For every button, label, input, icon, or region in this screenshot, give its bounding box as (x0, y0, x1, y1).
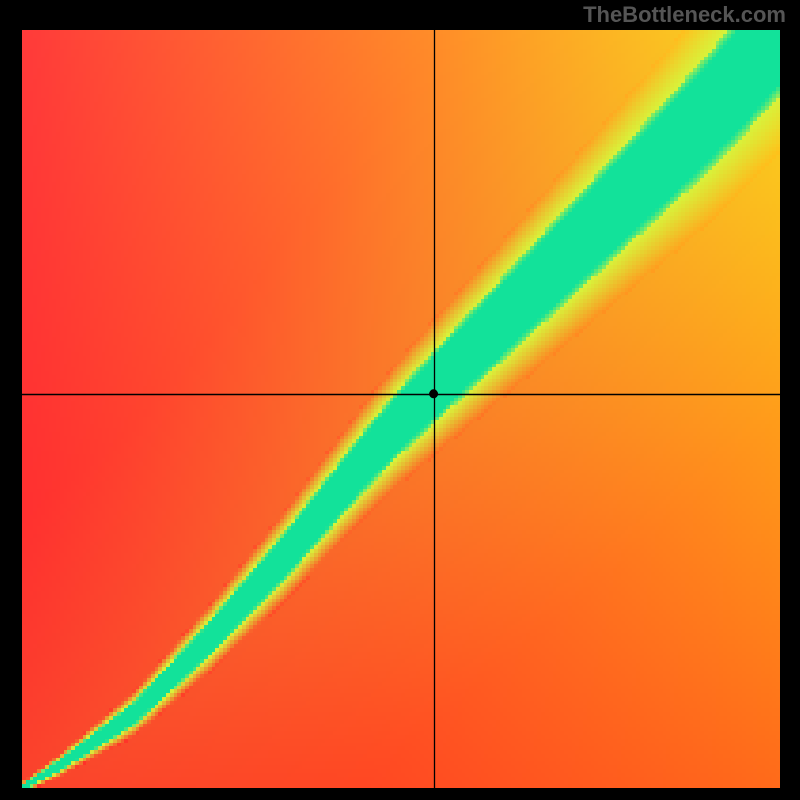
bottleneck-heatmap (22, 30, 780, 788)
watermark-text: TheBottleneck.com (583, 2, 786, 28)
chart-container: TheBottleneck.com (0, 0, 800, 800)
